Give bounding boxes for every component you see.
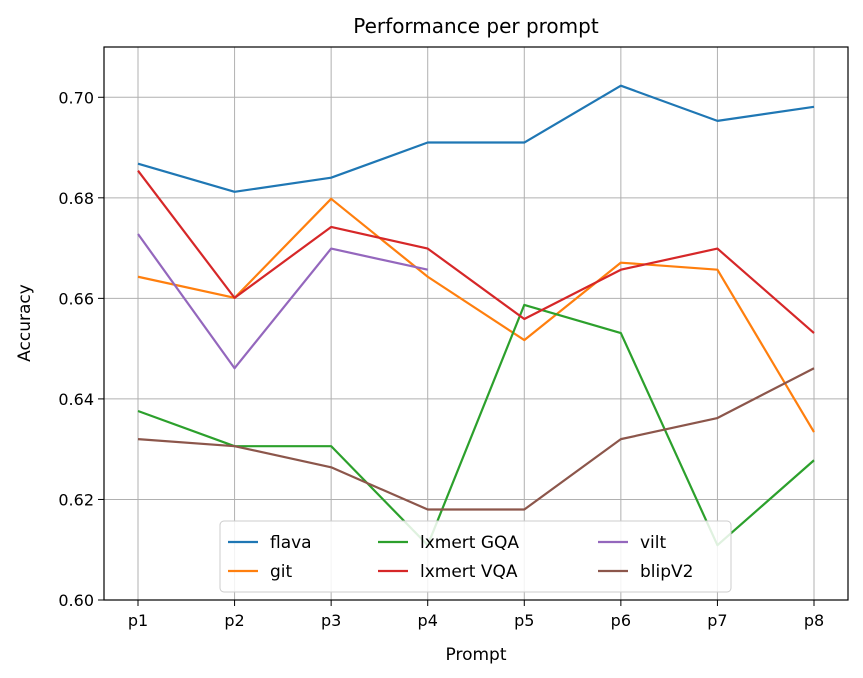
series-lines bbox=[137, 84, 815, 547]
grid bbox=[104, 47, 848, 601]
x-axis-ticks: p1 p2 p3 p4 p5 p6 p7 p8 bbox=[128, 600, 824, 630]
legend-entry: lxmert VQA bbox=[420, 562, 518, 582]
y-axis-ticks: 0.60 0.62 0.64 0.66 0.68 0.70 bbox=[58, 88, 104, 610]
series-line-flava bbox=[137, 84, 815, 193]
x-tick-label: p2 bbox=[224, 611, 244, 630]
y-tick-label: 0.60 bbox=[58, 591, 94, 610]
legend-entry: lxmert GQA bbox=[420, 533, 519, 553]
x-tick-label: p3 bbox=[321, 611, 341, 630]
series-line-lxmert-vqa bbox=[137, 170, 815, 334]
y-tick-label: 0.64 bbox=[58, 390, 94, 409]
chart-title: Performance per prompt bbox=[353, 14, 599, 38]
y-tick-label: 0.62 bbox=[58, 490, 94, 509]
x-tick-label: p6 bbox=[611, 611, 631, 630]
x-axis-label: Prompt bbox=[446, 645, 507, 665]
legend-box bbox=[219, 520, 732, 593]
legend: flava git lxmert GQA lxmert VQA vilt blipV2 bbox=[219, 520, 732, 593]
legend-entry: git bbox=[270, 562, 293, 582]
y-tick-label: 0.70 bbox=[58, 88, 94, 107]
x-tick-label: p4 bbox=[418, 611, 438, 630]
y-tick-label: 0.68 bbox=[58, 189, 94, 208]
y-axis-label: Accuracy bbox=[15, 284, 35, 362]
legend-entry: flava bbox=[270, 533, 312, 553]
legend-entry: vilt bbox=[640, 533, 667, 553]
x-tick-label: p7 bbox=[707, 611, 727, 630]
series-line-git bbox=[137, 197, 815, 433]
x-tick-label: p5 bbox=[514, 611, 534, 630]
legend-entry: blipV2 bbox=[640, 562, 693, 582]
series-line-blipv2 bbox=[137, 367, 815, 511]
plot-frame bbox=[103, 46, 849, 601]
series-line-vilt bbox=[137, 233, 428, 370]
x-tick-label: p8 bbox=[804, 611, 824, 630]
y-tick-label: 0.66 bbox=[58, 289, 94, 308]
x-tick-label: p1 bbox=[128, 611, 148, 630]
series-line-lxmert-gqa bbox=[137, 303, 815, 547]
